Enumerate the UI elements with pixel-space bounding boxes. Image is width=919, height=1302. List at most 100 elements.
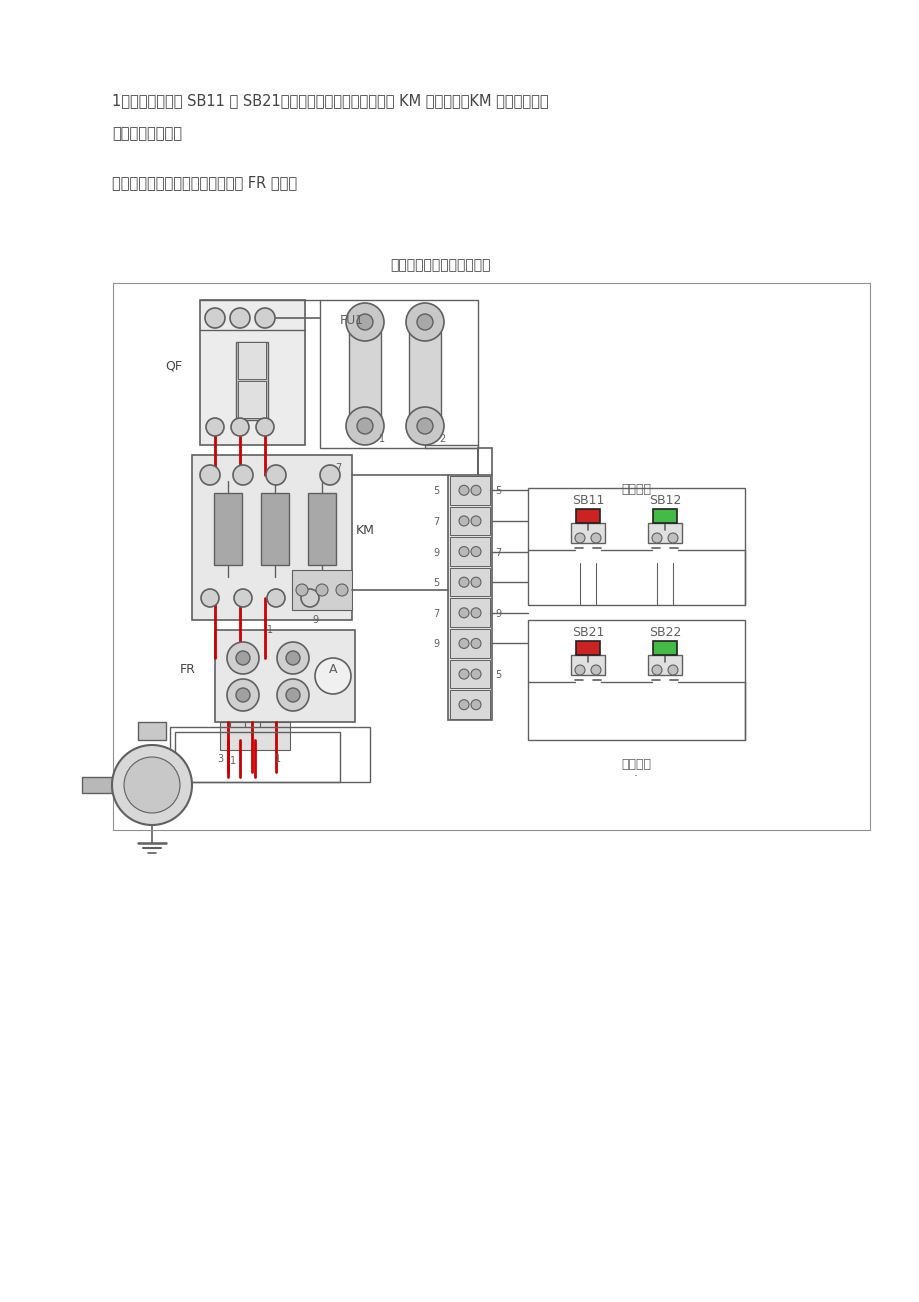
- Bar: [320, 299, 478, 448]
- Text: 7: 7: [433, 609, 438, 618]
- Circle shape: [227, 642, 259, 674]
- Circle shape: [459, 486, 469, 495]
- Bar: [291, 570, 352, 611]
- Circle shape: [459, 608, 469, 618]
- Circle shape: [346, 303, 383, 341]
- Circle shape: [459, 638, 469, 648]
- Circle shape: [471, 516, 481, 526]
- Text: 1: 1: [230, 756, 236, 766]
- Text: FR: FR: [180, 664, 196, 677]
- Circle shape: [335, 585, 347, 596]
- Circle shape: [200, 589, 219, 607]
- Text: 乙地控制: 乙地控制: [620, 758, 651, 771]
- Bar: [238, 381, 266, 418]
- Circle shape: [471, 577, 481, 587]
- Bar: [215, 630, 355, 723]
- Circle shape: [346, 408, 383, 445]
- Circle shape: [255, 309, 275, 328]
- Circle shape: [227, 680, 259, 711]
- Bar: [449, 690, 490, 719]
- Circle shape: [459, 547, 469, 556]
- Text: 2: 2: [438, 434, 445, 444]
- Text: 放，电动机停止。: 放，电动机停止。: [112, 126, 182, 141]
- Circle shape: [199, 465, 220, 486]
- Text: 7: 7: [433, 517, 438, 527]
- Circle shape: [471, 486, 481, 495]
- Circle shape: [652, 533, 662, 543]
- Circle shape: [471, 699, 481, 710]
- Bar: [449, 660, 490, 689]
- Circle shape: [320, 465, 340, 486]
- Circle shape: [277, 642, 309, 674]
- Bar: [449, 506, 490, 535]
- Circle shape: [301, 589, 319, 607]
- Text: 9: 9: [433, 639, 438, 650]
- Circle shape: [416, 418, 433, 434]
- Text: SB11: SB11: [572, 493, 604, 506]
- Text: KM: KM: [356, 525, 374, 538]
- Circle shape: [236, 651, 250, 665]
- Bar: [138, 723, 165, 740]
- Circle shape: [459, 669, 469, 680]
- Circle shape: [471, 547, 481, 556]
- Bar: [571, 523, 605, 543]
- Circle shape: [471, 608, 481, 618]
- Circle shape: [267, 589, 285, 607]
- Text: 9: 9: [433, 548, 438, 557]
- Circle shape: [574, 533, 584, 543]
- Circle shape: [286, 687, 300, 702]
- Bar: [199, 299, 305, 445]
- Bar: [528, 488, 744, 605]
- Bar: [220, 723, 289, 750]
- Text: 5: 5: [494, 487, 501, 496]
- Text: 9: 9: [312, 615, 318, 625]
- Bar: [449, 477, 490, 505]
- Bar: [308, 493, 335, 565]
- Text: SB12: SB12: [648, 493, 680, 506]
- Text: 3: 3: [172, 756, 178, 766]
- Text: 9: 9: [494, 609, 501, 618]
- Bar: [261, 493, 289, 565]
- Text: SB21: SB21: [572, 626, 604, 639]
- Text: 电动机两地控制接线示意图: 电动机两地控制接线示意图: [390, 258, 490, 272]
- Bar: [214, 493, 242, 565]
- Text: QF: QF: [165, 359, 182, 372]
- Circle shape: [286, 651, 300, 665]
- Circle shape: [416, 314, 433, 329]
- Text: 7: 7: [335, 464, 341, 473]
- Circle shape: [471, 669, 481, 680]
- Bar: [449, 629, 490, 658]
- Bar: [647, 523, 681, 543]
- Bar: [528, 620, 744, 740]
- Circle shape: [314, 658, 351, 694]
- Circle shape: [459, 516, 469, 526]
- Bar: [409, 332, 440, 421]
- Text: 三、电动机的过载保护由热继电器 FR 完成。: 三、电动机的过载保护由热继电器 FR 完成。: [112, 174, 297, 190]
- Circle shape: [236, 687, 250, 702]
- Circle shape: [471, 638, 481, 648]
- Circle shape: [112, 745, 192, 825]
- Text: 5: 5: [433, 487, 438, 496]
- Circle shape: [405, 408, 444, 445]
- Circle shape: [667, 533, 677, 543]
- Circle shape: [231, 418, 249, 436]
- Circle shape: [405, 303, 444, 341]
- Bar: [449, 568, 490, 596]
- Bar: [192, 454, 352, 620]
- Bar: [170, 727, 369, 783]
- Bar: [175, 732, 340, 783]
- Text: 1: 1: [267, 625, 273, 635]
- Circle shape: [205, 309, 225, 328]
- Bar: [82, 777, 112, 793]
- Bar: [238, 342, 266, 379]
- Circle shape: [230, 309, 250, 328]
- Circle shape: [574, 665, 584, 674]
- Text: 1、按下停止按鈕 SB11 或 SB21（以方便操作为原则）接触器 KM 线圈失电，KM 的触点全部释: 1、按下停止按鈕 SB11 或 SB21（以方便操作为原则）接触器 KM 线圈失…: [112, 92, 548, 108]
- Bar: [647, 655, 681, 674]
- Bar: [571, 655, 605, 674]
- Circle shape: [233, 589, 252, 607]
- Circle shape: [233, 465, 253, 486]
- Circle shape: [206, 418, 223, 436]
- Circle shape: [357, 314, 372, 329]
- Text: 1: 1: [275, 754, 281, 764]
